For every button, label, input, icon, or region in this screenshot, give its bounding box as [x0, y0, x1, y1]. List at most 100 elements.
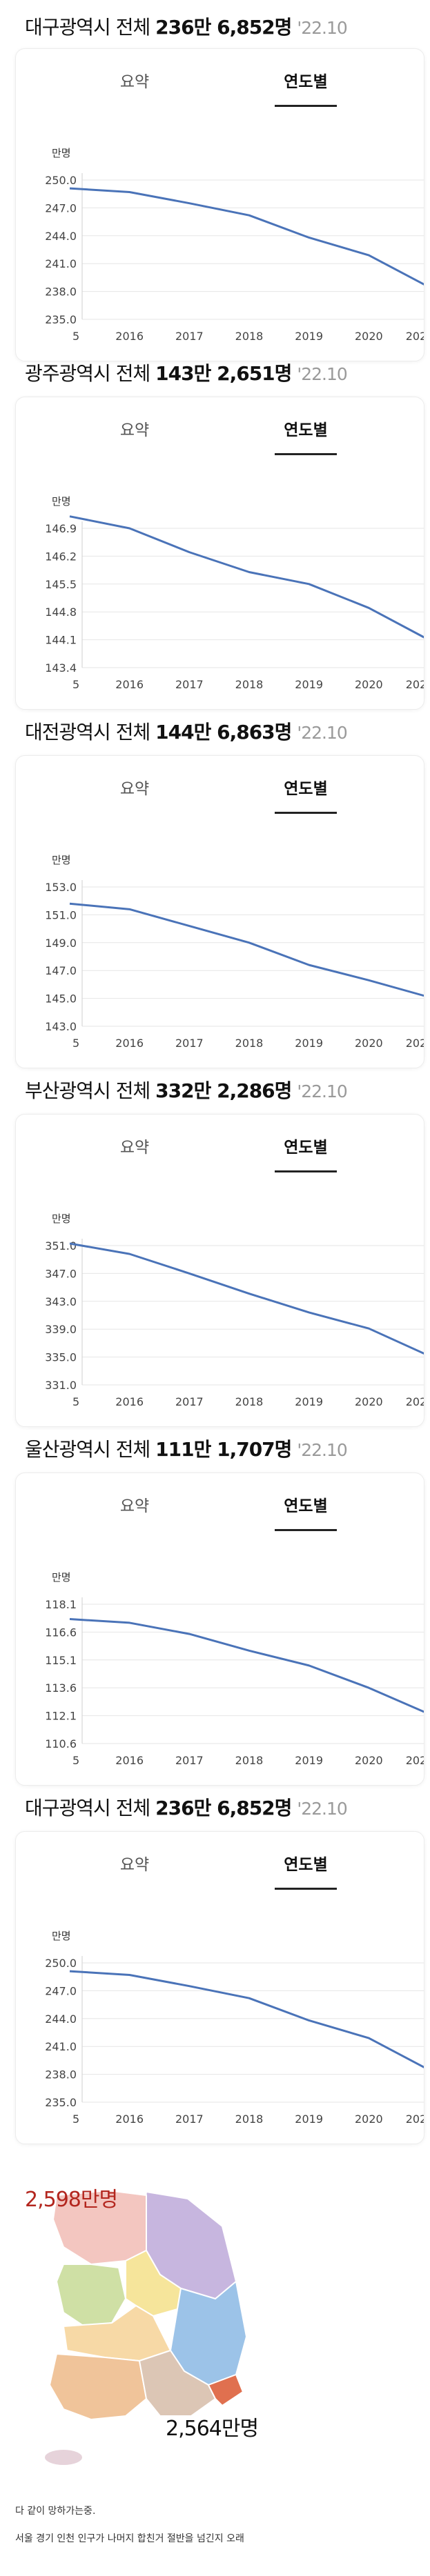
y-tick-label: 238.0	[45, 2068, 77, 2081]
tab-yearly[interactable]: 연도별	[237, 1115, 375, 1181]
y-tick-label: 235.0	[45, 313, 77, 326]
tab-yearly[interactable]: 연도별	[237, 1473, 375, 1539]
card-title-daejeon: 대전광역시 전체 144만 6,863명 '22.10	[25, 717, 348, 745]
y-axis-unit: 만명	[52, 495, 71, 508]
x-tick-label: 2019	[295, 1395, 323, 1408]
x-tick-label: 2017	[175, 1754, 204, 1767]
y-tick-label: 116.6	[45, 1626, 77, 1639]
population-total: 111만 1,707명	[155, 1438, 292, 1461]
series-line	[69, 902, 424, 997]
line-chart: 250.0 247.0 244.0 241.0 238.0 235.0 5 2016 2017 2…	[45, 173, 424, 343]
region-title: 울산광역시 전체	[25, 1438, 150, 1461]
x-tick-label: 2020	[355, 1754, 383, 1767]
card-title-daegu-1: 대구광역시 전체 236만 6,852명 '22.10	[25, 12, 348, 40]
region-jeju	[43, 2448, 84, 2466]
reference-date: '22.10	[297, 723, 347, 743]
x-tick-label: 5	[72, 330, 79, 343]
x-tick-label: 2019	[295, 330, 323, 343]
tab-summary[interactable]: 요약	[119, 1139, 150, 1157]
y-tick-label: 343.0	[45, 1295, 77, 1308]
x-tick-label: 5	[72, 678, 79, 691]
tab-yearly-label: 연도별	[284, 1856, 328, 1874]
series-line	[69, 1242, 424, 1355]
y-tick-label: 244.0	[45, 230, 77, 243]
tab-yearly[interactable]: 연도별	[237, 49, 375, 115]
y-tick-label: 110.6	[45, 1737, 77, 1750]
tab-summary[interactable]: 요약	[119, 1856, 150, 1874]
tab-yearly-label: 연도별	[284, 1139, 328, 1157]
x-tick-label: 202	[406, 678, 424, 691]
x-tick-label: 2019	[295, 678, 323, 691]
x-tick-label: 2017	[175, 678, 204, 691]
reference-date: '22.10	[297, 1440, 347, 1460]
x-tick-label: 5	[72, 1037, 79, 1050]
y-tick-label: 144.8	[45, 606, 77, 619]
x-tick-label: 5	[72, 1754, 79, 1767]
reference-date: '22.10	[297, 1081, 347, 1101]
y-tick-label: 331.0	[45, 1379, 77, 1392]
tab-yearly[interactable]: 연도별	[237, 1832, 375, 1898]
chart-panel-daejeon: 요약 연도별 만명 153.0 151.0 149.0 147.0 145.0 143.0 5 20…	[15, 755, 424, 1068]
region-title: 대전광역시 전체	[25, 721, 150, 743]
series-line	[69, 1970, 424, 2068]
x-tick-label: 5	[72, 2113, 79, 2126]
x-tick-label: 2016	[115, 330, 144, 343]
tab-summary[interactable]: 요약	[119, 73, 150, 91]
y-tick-label: 244.0	[45, 2013, 77, 2026]
x-tick-label: 2020	[355, 1395, 383, 1408]
y-tick-label: 146.9	[45, 522, 77, 535]
line-chart: 250.0 247.0 244.0 241.0 238.0 235.0 5 2016 2017 2…	[45, 1956, 424, 2126]
population-total: 332만 2,286명	[155, 1079, 292, 1102]
line-chart: 146.9 146.2 145.5 144.8 144.1 143.4 5 2016 2017 2…	[45, 515, 424, 691]
tab-summary[interactable]: 요약	[119, 1497, 150, 1515]
y-tick-label: 145.5	[45, 578, 77, 591]
x-tick-label: 2016	[115, 1395, 144, 1408]
tab-yearly-label: 연도별	[284, 421, 328, 439]
x-tick-label: 2017	[175, 330, 204, 343]
x-tick-label: 2019	[295, 1037, 323, 1050]
tab-summary[interactable]: 요약	[119, 421, 150, 439]
x-tick-label: 2020	[355, 330, 383, 343]
series-line	[69, 1618, 424, 1713]
x-tick-label: 2017	[175, 1037, 204, 1050]
population-total: 143만 2,651명	[155, 362, 292, 385]
card-title-busan: 부산광역시 전체 332만 2,286명 '22.10	[25, 1076, 348, 1104]
tab-yearly[interactable]: 연도별	[237, 397, 375, 463]
region-chungnam	[55, 2264, 127, 2328]
y-tick-label: 238.0	[45, 286, 77, 299]
line-chart: 118.1 116.6 115.1 113.6 112.1 110.6 5 2016 2017 2…	[45, 1597, 424, 1767]
x-tick-label: 2017	[175, 1395, 204, 1408]
chart-panel-gwangju: 요약 연도별 만명 146.9 146.2 145.5 144.8 144.1 143.4 5 20…	[15, 397, 424, 710]
x-tick-label: 2018	[235, 2113, 264, 2126]
y-tick-label: 113.6	[45, 1681, 77, 1695]
series-line	[69, 187, 424, 286]
y-tick-label: 241.0	[45, 2040, 77, 2053]
map-label-capital: 2,598만명	[25, 2188, 118, 2212]
reference-date: '22.10	[297, 364, 347, 384]
tab-yearly[interactable]: 연도별	[237, 756, 375, 822]
footer-text-1: 다 같이 망하가는중.	[15, 2506, 96, 2517]
y-tick-label: 235.0	[45, 2096, 77, 2109]
tab-yearly-label: 연도별	[284, 73, 328, 91]
reference-date: '22.10	[297, 1799, 347, 1819]
series-line	[69, 515, 424, 639]
korea-map-image	[43, 2189, 248, 2466]
card-title-ulsan: 울산광역시 전체 111만 1,707명 '22.10	[25, 1435, 348, 1462]
x-tick-label: 202	[406, 1037, 424, 1050]
chart-panel-ulsan: 요약 연도별 만명 118.1 116.6 115.1 113.6 112.1 110.6 5 20…	[15, 1472, 424, 1786]
reference-date: '22.10	[297, 18, 347, 38]
y-axis-unit: 만명	[52, 854, 71, 866]
x-tick-label: 202	[406, 1754, 424, 1767]
x-tick-label: 2016	[115, 1037, 144, 1050]
y-axis-unit: 만명	[52, 1212, 71, 1225]
x-tick-label: 2020	[355, 1037, 383, 1050]
y-tick-label: 112.1	[45, 1710, 77, 1723]
x-tick-label: 2020	[355, 2113, 383, 2126]
active-tab-underline	[275, 453, 337, 455]
y-tick-label: 118.1	[45, 1598, 77, 1611]
tab-summary[interactable]: 요약	[119, 780, 150, 798]
y-tick-label: 247.0	[45, 1984, 77, 1997]
x-tick-label: 202	[406, 1395, 424, 1408]
x-tick-label: 202	[406, 2113, 424, 2126]
tab-yearly-label: 연도별	[284, 1497, 328, 1515]
